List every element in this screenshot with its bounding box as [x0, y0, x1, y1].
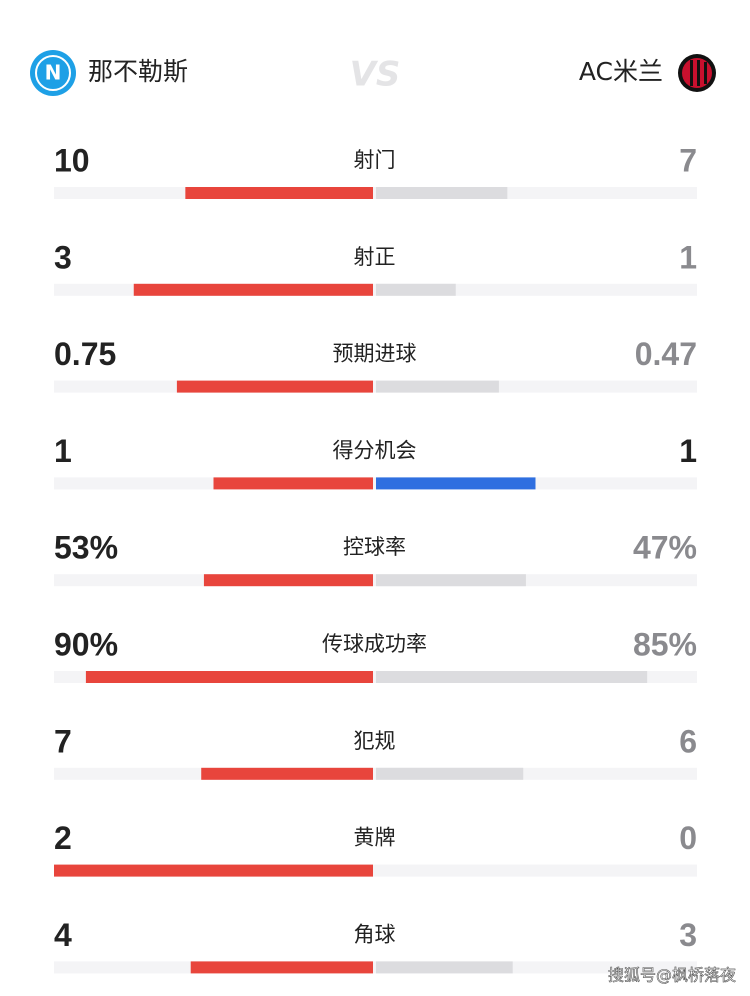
home-bar	[190, 961, 373, 974]
away-bar	[376, 477, 536, 490]
home-bar	[54, 864, 373, 877]
away-bar	[376, 671, 648, 683]
home-value: 3	[54, 239, 72, 275]
away-value: 7	[679, 142, 697, 178]
home-value: 4	[54, 917, 72, 953]
home-bar	[85, 671, 374, 683]
home-value: 2	[54, 820, 72, 856]
stat-label: 黄牌	[354, 826, 396, 850]
away-bar	[376, 283, 456, 296]
away-bar	[376, 380, 499, 393]
stat-label: 犯规	[354, 729, 396, 753]
away-logo	[678, 54, 716, 92]
bar-track	[54, 961, 697, 974]
stat-label: 预期进球	[333, 342, 417, 366]
home-value: 10	[54, 142, 90, 178]
home-value: 0.75	[54, 336, 116, 372]
bar-track	[54, 767, 697, 780]
svg-text:N: N	[45, 61, 62, 85]
home-bar	[201, 767, 373, 780]
away-value: 47%	[633, 530, 697, 566]
vs: VS	[350, 55, 401, 95]
away-team: AC米兰	[579, 57, 663, 86]
bar-track	[54, 574, 697, 587]
home-bar	[133, 283, 373, 296]
watermark: 搜狐号@枫桥落夜	[608, 966, 736, 985]
away-value: 1	[679, 433, 697, 469]
home-value: 1	[54, 433, 72, 469]
home-value: 53%	[54, 530, 118, 566]
stat-label: 传球成功率	[322, 632, 427, 656]
home-bar	[185, 187, 373, 199]
away-value: 3	[679, 917, 697, 953]
stat-label: 得分机会	[333, 438, 417, 462]
stat-label: 射正	[354, 245, 396, 269]
stat-label: 角球	[354, 922, 396, 946]
home-bar	[213, 477, 373, 490]
bar-track	[54, 187, 697, 199]
bar-track	[54, 380, 697, 393]
away-value: 6	[679, 723, 697, 759]
home-value: 7	[54, 723, 72, 759]
away-value: 0.47	[635, 336, 697, 372]
away-value: 85%	[633, 626, 697, 662]
home-value: 90%	[54, 626, 118, 662]
stat-label: 控球率	[343, 535, 406, 559]
home-team: 那不勒斯	[88, 57, 188, 86]
stat-label: 射门	[354, 148, 396, 172]
away-value: 1	[679, 239, 697, 275]
home-bar	[176, 380, 373, 393]
away-bar	[376, 767, 524, 780]
bar-track	[54, 477, 697, 490]
away-bar	[376, 574, 526, 587]
home-bar	[203, 574, 373, 587]
stat-rows: 10 7 射门 3 1 射正 0.75 0.47 预期进球 1 1 得分机会 53% 47% 控球率 90% 8…	[54, 142, 697, 974]
away-value: 0	[679, 820, 697, 856]
away-bar	[376, 187, 508, 199]
home-logo: N	[30, 50, 76, 96]
away-bar	[376, 961, 513, 974]
